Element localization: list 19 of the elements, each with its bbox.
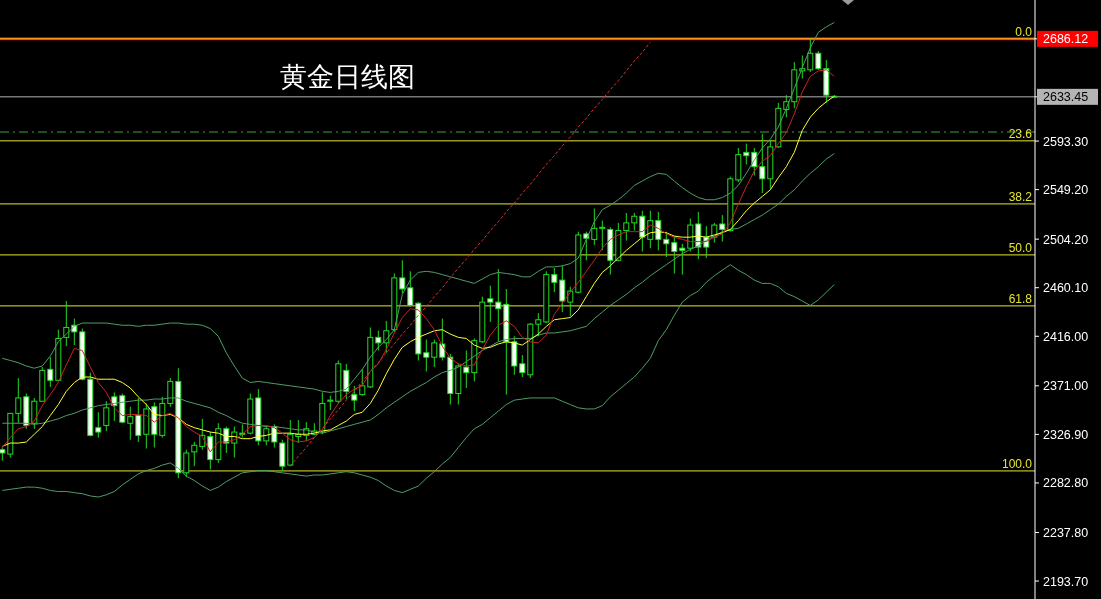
annotation: 0.0	[1015, 24, 1033, 39]
y-tick-label: 2416.00	[1043, 329, 1089, 344]
y-tick-label: 2371.00	[1043, 379, 1089, 394]
annotation: 50.0	[1008, 240, 1033, 255]
annotation: 61.8	[1008, 291, 1033, 306]
y-tick-label: 2686.12	[1043, 32, 1089, 47]
y-tick-label: 2460.10	[1043, 281, 1089, 296]
annotation: 23.6	[1008, 126, 1033, 141]
annotation: 38.2	[1008, 189, 1033, 204]
y-tick-label: 2326.90	[1043, 427, 1089, 442]
y-tick-label: 2593.30	[1043, 134, 1089, 149]
y-tick-label: 2193.70	[1043, 574, 1089, 589]
y-tick-label: 2504.20	[1043, 232, 1089, 247]
text: 黄金日线图	[280, 61, 415, 92]
y-tick-label: 2633.45	[1043, 90, 1089, 105]
y-tick-label: 2237.80	[1043, 525, 1089, 540]
y-tick-label: 2282.80	[1043, 476, 1089, 491]
y-tick-label: 2549.20	[1043, 183, 1089, 198]
annotation: 100.0	[1001, 456, 1033, 471]
